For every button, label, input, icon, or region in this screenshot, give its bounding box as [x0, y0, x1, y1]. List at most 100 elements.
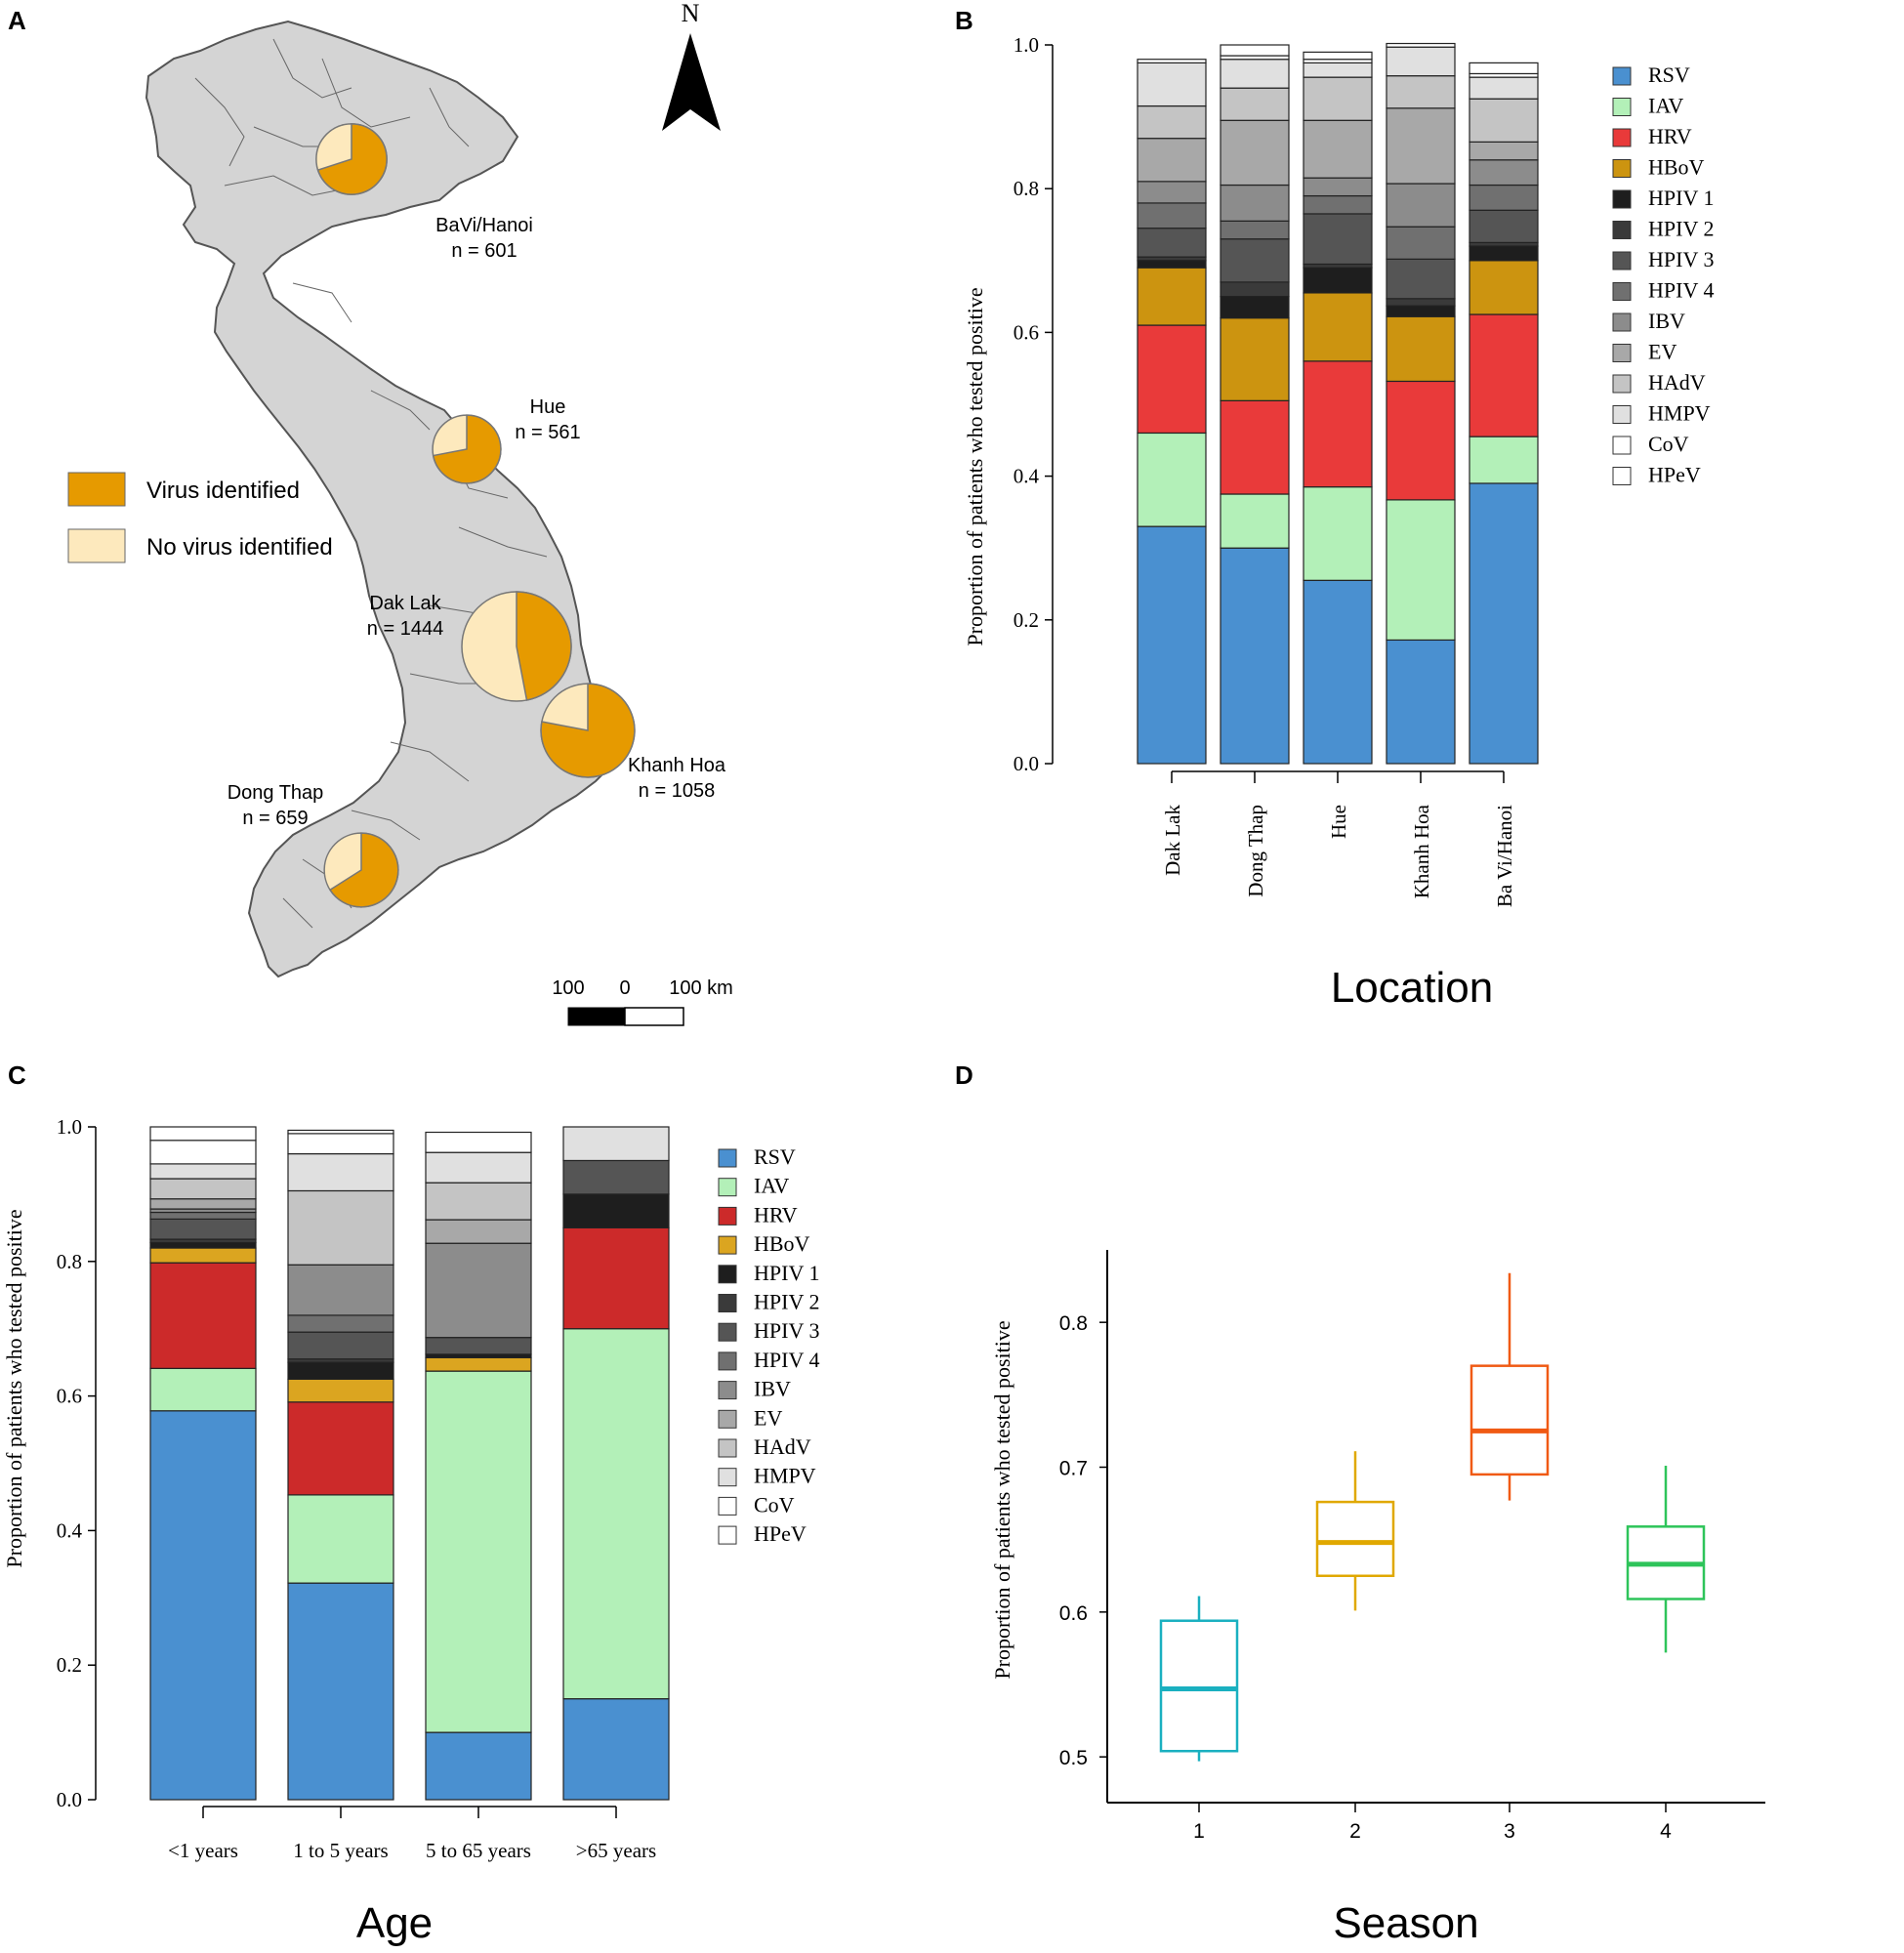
b-x-label-hue: Hue — [1327, 805, 1350, 839]
b-axes: 0.0 0.2 0.4 0.6 0.8 1.0 — [1014, 33, 1505, 783]
north-arrow: N — [662, 0, 721, 131]
b-bar-khanh-hoa-hpiv-1 — [1386, 305, 1456, 317]
panel-a-map: A N Virus — [8, 0, 733, 1026]
d-y-tick-label: 0.6 — [1059, 1602, 1088, 1625]
c-bar-1-to-5-years-hadv — [287, 1189, 394, 1266]
b-legend-label-hpev: HPeV — [1648, 463, 1701, 487]
c-legend-label-hpiv-4: HPIV 4 — [754, 1348, 819, 1372]
b-bar-dak-lak-hpiv-3 — [1137, 228, 1207, 258]
map-legend: Virus identified No virus identified — [67, 472, 333, 563]
site-pie-virus-dak-lak — [516, 591, 572, 701]
b-bar-khanh-hoa-hpiv-4 — [1386, 226, 1456, 260]
c-y-tick-label: 0.2 — [57, 1653, 82, 1677]
site-name-khanhhoa: Khanh Hoa — [628, 755, 726, 776]
b-legend-label-hadv: HAdV — [1648, 370, 1706, 395]
c-legend-label-ev: EV — [754, 1405, 782, 1430]
c-bar-5-to-65-years-cov — [425, 1131, 532, 1153]
c-y-tick-label: 1.0 — [57, 1115, 82, 1139]
b-bar-dong-thap-hrv — [1220, 399, 1290, 495]
b-legend-swatch-hpiv-1 — [1612, 189, 1632, 209]
c-legend-label-hadv: HAdV — [754, 1434, 811, 1459]
c-legend-swatch-cov — [718, 1496, 737, 1516]
b-bar-hue-hpev — [1303, 51, 1373, 61]
c-bar-5-to-65-years-hpiv-3 — [425, 1337, 532, 1355]
b-legend-label-hpiv-1: HPIV 1 — [1648, 186, 1714, 210]
b-bar-ba-vi-hanoi-iav — [1469, 436, 1539, 484]
b-bar-khanh-hoa-hpiv-2 — [1386, 298, 1456, 307]
site-n-khanhhoa: n = 1058 — [639, 780, 715, 802]
b-y-tick-label: 0.8 — [1014, 177, 1039, 200]
c-legend-swatch-hpiv-3 — [718, 1322, 737, 1342]
panel-b-location-chart: B Proportion of patients who tested posi… — [955, 6, 1714, 1012]
b-bar-ba-vi-hanoi-ibv — [1469, 159, 1539, 187]
c-bar-1-years-hpiv-3 — [149, 1218, 257, 1240]
d-y-tick-label: 0.8 — [1059, 1312, 1088, 1335]
c-bars — [149, 1126, 670, 1801]
b-bar-hue-iav — [1303, 486, 1373, 581]
b-bar-khanh-hoa-hadv — [1386, 75, 1456, 109]
c-y-tick-label: 0.0 — [57, 1788, 82, 1811]
d-x-label-2: 2 — [1349, 1820, 1361, 1843]
b-legend-swatch-rsv — [1612, 66, 1632, 86]
c-x-axis-label: Age — [356, 1899, 433, 1947]
b-bar-hue-ev — [1303, 119, 1373, 179]
b-bar-dak-lak-ev — [1137, 138, 1207, 183]
b-bar-dak-lak-rsv — [1137, 525, 1207, 765]
b-bar-ba-vi-hanoi-hmpv — [1469, 76, 1539, 100]
b-x-label-dak-lak: Dak Lak — [1161, 805, 1184, 876]
c-bar-1-years-hrv — [149, 1262, 257, 1369]
c-bar-65-years-hmpv — [562, 1126, 670, 1162]
c-bar-5-to-65-years-hadv — [425, 1182, 532, 1221]
c-y-tick-label: 0.8 — [57, 1250, 82, 1273]
d-x-axis-label: Season — [1333, 1899, 1478, 1947]
c-legend-label-hpev: HPeV — [754, 1521, 807, 1546]
c-legend-swatch-hpiv-2 — [718, 1294, 737, 1312]
c-x-label-65-years: >65 years — [576, 1839, 656, 1862]
site-name-dongthap: Dong Thap — [228, 782, 324, 804]
b-bar-dak-lak-cov — [1137, 59, 1207, 64]
b-legend-label-cov: CoV — [1648, 432, 1689, 456]
scale-black-segment — [567, 1007, 626, 1026]
b-bar-dong-thap-hpiv-2 — [1220, 281, 1290, 298]
scale-bar: 100 0 100 km — [552, 977, 733, 1026]
b-legend-label-hpiv-4: HPIV 4 — [1648, 278, 1714, 303]
b-legend-label-hmpv: HMPV — [1648, 401, 1711, 426]
site-labels: BaVi/Hanoi n = 601 Hue n = 561 Dak Lak n… — [228, 215, 726, 829]
panel-d-letter: D — [955, 1060, 973, 1090]
b-y-tick-label: 0.0 — [1014, 752, 1039, 775]
c-bar-65-years-hpiv-3 — [562, 1159, 670, 1195]
b-bar-ba-vi-hanoi-hpev — [1469, 62, 1539, 75]
c-legend-label-hpiv-1: HPIV 1 — [754, 1261, 819, 1285]
b-legend-label-ibv: IBV — [1648, 309, 1685, 333]
b-bar-dak-lak-hbov — [1137, 267, 1207, 326]
legend-virus-swatch — [67, 472, 126, 507]
b-y-tick-label: 0.6 — [1014, 320, 1039, 344]
c-bar-1-to-5-years-ibv — [287, 1264, 394, 1316]
b-legend-label-iav: IAV — [1648, 94, 1683, 118]
site-n-bavi: n = 601 — [451, 240, 517, 262]
c-bar-5-to-65-years-ibv — [425, 1242, 532, 1339]
b-legend-label-ev: EV — [1648, 340, 1676, 364]
north-label: N — [682, 0, 700, 27]
c-bar-5-to-65-years-rsv — [425, 1731, 532, 1801]
site-n-dongthap: n = 659 — [242, 808, 308, 829]
c-bar-1-to-5-years-hpev — [287, 1129, 394, 1135]
b-bar-hue-hpiv-4 — [1303, 194, 1373, 215]
b-legend-swatch-hbov — [1612, 159, 1632, 178]
c-bar-1-years-hpiv-4 — [149, 1211, 257, 1220]
c-bar-65-years-iav — [562, 1328, 670, 1700]
b-legend: RSV IAV HRV HBoV HPIV 1 HPIV 2 HPIV 3 HPIV 4 IBV… — [1612, 62, 1714, 487]
b-bar-ba-vi-hanoi-hpiv-3 — [1469, 209, 1539, 243]
b-bar-dong-thap-ev — [1220, 119, 1290, 187]
b-bar-dak-lak-hpiv-1 — [1137, 260, 1207, 269]
c-bar-1-years-ev — [149, 1198, 257, 1210]
site-n-daklak: n = 1444 — [367, 618, 443, 640]
site-pie-virus-khanh-hoa — [540, 683, 636, 778]
legend-no-virus-label: No virus identified — [146, 534, 333, 561]
b-bar-ba-vi-hanoi-hpiv-4 — [1469, 184, 1539, 211]
b-bar-hue-hmpv — [1303, 62, 1373, 78]
c-axes: 0.0 0.2 0.4 0.6 0.8 1.0 — [57, 1115, 617, 1818]
d-y-tick-label: 0.7 — [1059, 1458, 1088, 1480]
c-legend-label-ibv: IBV — [754, 1377, 791, 1401]
b-legend-swatch-ibv — [1612, 312, 1632, 332]
